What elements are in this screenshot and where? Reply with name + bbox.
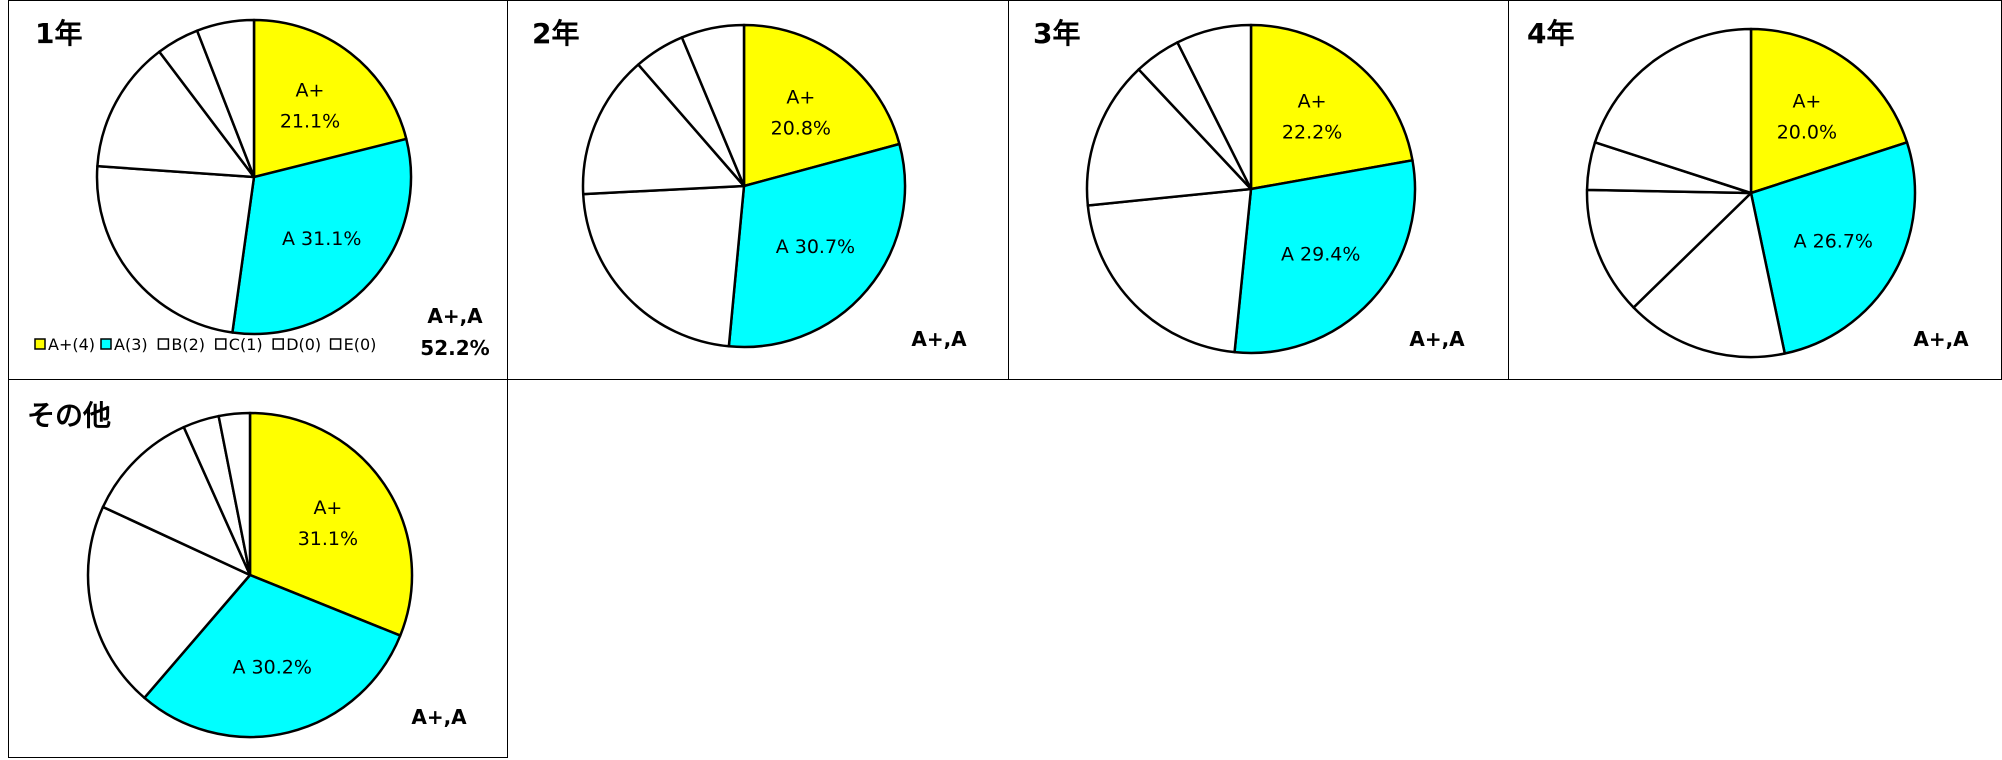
aa-label: A+,A — [1913, 327, 1969, 351]
pie-slice-a3 — [1749, 141, 1917, 355]
chart-title: 2年 — [532, 17, 579, 50]
pie-slice-c1 — [96, 50, 256, 179]
chart-title: 4年 — [1527, 17, 1574, 50]
pie-panel-4: 4年 A+ 20.0% A 26.7% A+,A — [1508, 0, 2002, 380]
legend-item: B(2) — [157, 335, 205, 354]
legend-swatch — [34, 338, 46, 350]
slice-data-label: A 31.1% — [282, 228, 361, 250]
chart-legend: A+(4) A(3) B(2) C(1) D(0) E(0) — [34, 335, 377, 354]
pie-panel-1: 1年 A+ 21.1% A 31.1% A+,A 52.2% A+(4) A(3) B(… — [8, 0, 508, 380]
pie-slice-b2 — [1632, 191, 1787, 359]
pie-panel-2: 2年 A+ 20.8% A 30.7% A+,A — [507, 0, 1009, 380]
legend-swatch — [157, 338, 170, 350]
aa-label: A+,A — [411, 705, 467, 729]
chart-title: 3年 — [1033, 17, 1080, 50]
pie-chart-2: 2年 A+ 20.8% A 30.7% A+,A — [532, 17, 967, 351]
legend-swatch — [329, 338, 342, 350]
pie-slice-e0 — [195, 18, 256, 179]
legend-label: D(0) — [286, 335, 321, 354]
legend-item: A+(4) — [34, 335, 95, 354]
pie-slice-c1 — [101, 425, 252, 577]
pie-slice-a4 — [252, 18, 408, 179]
slice-data-label: A 29.4% — [1281, 244, 1360, 266]
slice-data-label: A 30.7% — [776, 236, 855, 258]
pie-slice-b2 — [86, 505, 252, 700]
pie-chart-3: 3年 A+ 22.2% A 29.4% A+,A — [1033, 17, 1465, 355]
legend-label: B(2) — [171, 335, 205, 354]
pie-slice-e0 — [680, 23, 746, 188]
slice-data-label: A+ 21.1% — [280, 80, 340, 133]
pie-slice-a3 — [143, 573, 402, 739]
pie-slice-c1 — [1585, 188, 1753, 309]
legend-label: A(3) — [114, 335, 148, 354]
pie-slice-a4 — [1749, 27, 1909, 195]
legend-label: C(1) — [229, 335, 263, 354]
pie-slice-a4 — [248, 411, 414, 637]
pie-chart-5: その他 A+ 31.1% A 30.2% A+,A — [27, 399, 467, 739]
pie-slice-b2 — [95, 164, 256, 334]
aa-label: A+,A — [427, 304, 483, 328]
pie-slice-b2 — [1086, 187, 1253, 354]
pie-chart-1: 1年 A+ 21.1% A 31.1% A+,A 52.2% A+(4) A(3) B(… — [34, 17, 490, 360]
pie-chart-4: 4年 A+ 20.0% A 26.7% A+,A — [1527, 17, 1969, 359]
pie-slice-e0 — [217, 411, 252, 577]
legend-swatch — [100, 338, 112, 350]
aa-label: A+,A — [1409, 327, 1465, 351]
legend-label: A+(4) — [48, 335, 95, 354]
pie-panel-5: その他 A+ 31.1% A 30.2% A+,A — [8, 379, 508, 758]
pie-panel-3: 3年 A+ 22.2% A 29.4% A+,A — [1008, 0, 1509, 380]
legend-swatch — [215, 338, 227, 350]
legend-swatch — [272, 338, 284, 350]
pie-slice-e0 — [1593, 27, 1753, 195]
pie-slice-b2 — [581, 184, 746, 348]
legend-item: C(1) — [215, 335, 263, 354]
legend-item: A(3) — [100, 335, 148, 354]
pie-slice-a4 — [1249, 23, 1414, 191]
pie-slice-a3 — [1233, 159, 1417, 355]
chart-title: その他 — [27, 399, 111, 432]
aa-label: A+,A — [911, 327, 967, 351]
slice-data-label: A+ 22.2% — [1282, 91, 1342, 144]
legend-item: E(0) — [329, 335, 377, 354]
pie-slice-c1 — [581, 63, 746, 196]
aa-value: 52.2% — [420, 336, 489, 360]
slice-data-label: A 30.2% — [232, 656, 311, 678]
slice-data-label: A+ 20.8% — [771, 86, 831, 139]
chart-title: 1年 — [35, 17, 82, 50]
slice-data-label: A 26.7% — [1794, 231, 1873, 253]
legend-label: E(0) — [344, 335, 377, 354]
pie-slice-c1 — [1085, 68, 1253, 207]
pie-slice-a3 — [231, 137, 413, 336]
pie-slice-a4 — [742, 23, 901, 188]
legend-item: D(0) — [272, 335, 321, 354]
pie-slice-a3 — [727, 142, 907, 349]
slice-data-label: A+ 20.0% — [1777, 91, 1837, 144]
pie-slice-e0 — [1176, 23, 1253, 191]
slice-data-label: A+ 31.1% — [298, 497, 358, 550]
